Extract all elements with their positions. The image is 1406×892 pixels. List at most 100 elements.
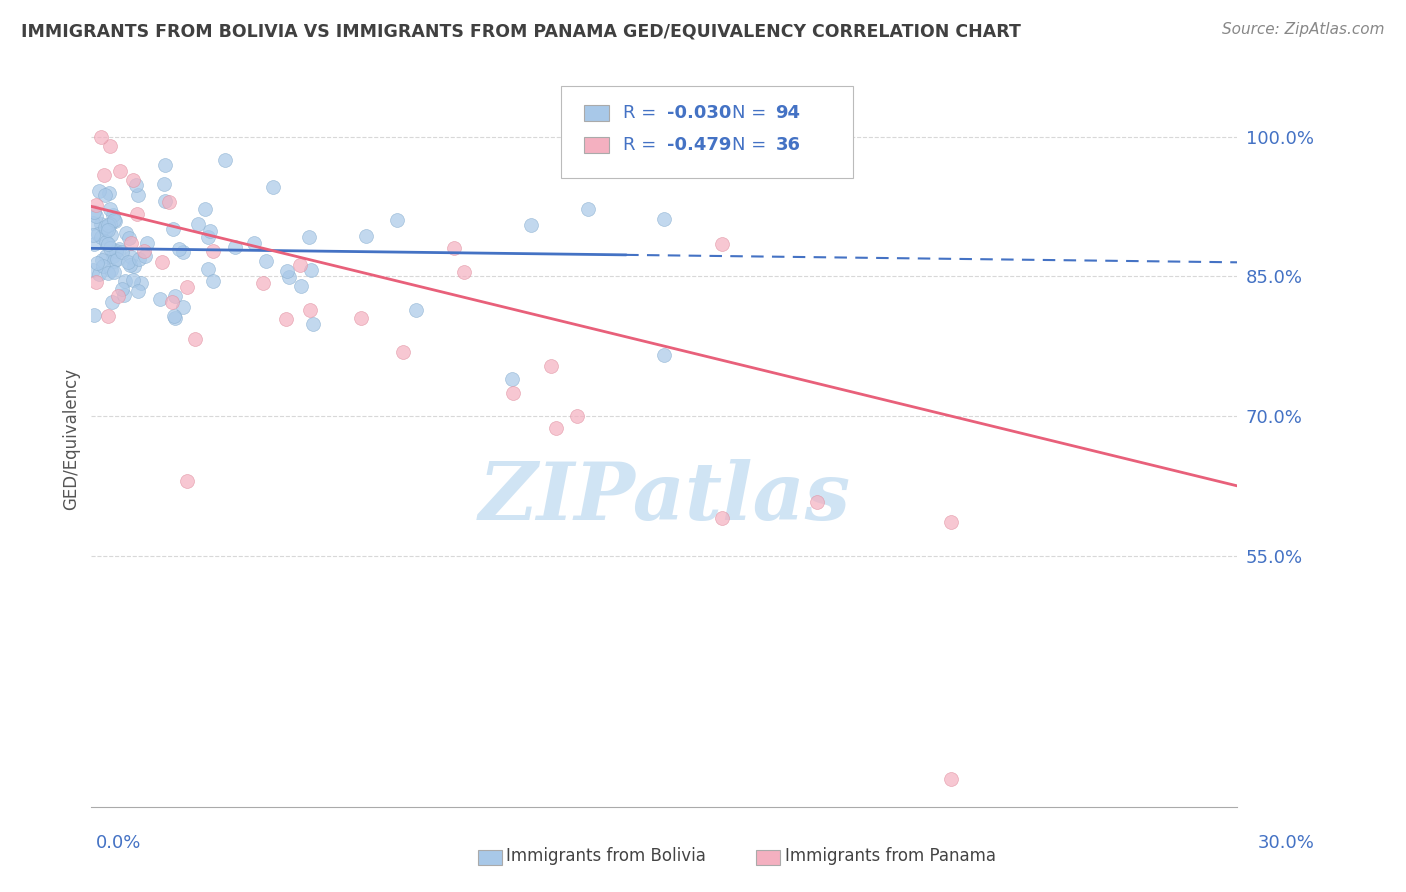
Point (86, 256, 108, 270)
Point (107, 289, 129, 303)
Point (243, 235, 266, 250)
Point (519, 219, 541, 233)
Point (197, 262, 219, 277)
Point (90, 252, 112, 267)
Point (176, 474, 198, 488)
Point (122, 260, 145, 274)
Text: -0.479: -0.479 (666, 136, 731, 154)
Point (152, 177, 174, 191)
Point (125, 207, 148, 221)
Point (111, 244, 134, 259)
Text: 94: 94 (776, 104, 800, 122)
Point (98, 202, 121, 217)
Text: 36: 36 (776, 136, 800, 154)
Point (350, 310, 373, 325)
Point (120, 258, 142, 272)
Text: 0.0%: 0.0% (96, 834, 141, 852)
Point (87, 185, 110, 199)
Point (104, 214, 127, 228)
Point (252, 276, 274, 290)
Point (392, 344, 415, 359)
Point (443, 241, 465, 255)
Point (103, 212, 125, 227)
Point (198, 224, 221, 238)
Point (149, 292, 172, 306)
Point (176, 280, 198, 294)
Point (103, 254, 125, 268)
Point (165, 310, 187, 325)
Point (101, 295, 124, 310)
Point (453, 265, 475, 279)
Point (939, 772, 962, 787)
Point (197, 230, 219, 244)
Point (162, 309, 184, 323)
Point (122, 172, 145, 186)
Text: Immigrants from Panama: Immigrants from Panama (785, 847, 995, 865)
Point (299, 263, 322, 277)
Point (187, 217, 209, 231)
Point (165, 289, 187, 303)
Point (153, 194, 176, 208)
Point (114, 274, 136, 288)
Text: Source: ZipAtlas.com: Source: ZipAtlas.com (1222, 22, 1385, 37)
Point (153, 158, 176, 172)
Point (100, 139, 122, 153)
Point (112, 287, 135, 301)
Point (385, 213, 408, 227)
Point (82, 263, 104, 277)
Point (89, 267, 111, 281)
Point (86, 275, 108, 289)
Point (172, 245, 194, 260)
Point (98, 241, 121, 255)
Y-axis label: GED/Equivalency: GED/Equivalency (62, 368, 80, 510)
Point (83, 308, 105, 322)
Point (939, 515, 962, 529)
Point (134, 249, 156, 263)
Text: ZIPatlas: ZIPatlas (478, 459, 851, 537)
Point (299, 303, 322, 318)
Point (120, 250, 142, 264)
Point (90, 230, 112, 244)
Point (84, 198, 107, 212)
Point (97, 236, 120, 251)
Point (136, 236, 159, 251)
Point (214, 153, 236, 167)
Point (84, 209, 107, 223)
Point (128, 252, 150, 267)
Point (356, 229, 378, 244)
Point (544, 421, 567, 435)
Text: R =: R = (623, 136, 662, 154)
Point (97, 223, 120, 237)
Point (157, 194, 180, 209)
Text: N =: N = (733, 136, 772, 154)
Text: Immigrants from Bolivia: Immigrants from Bolivia (506, 847, 706, 865)
Bar (583, 136, 609, 153)
Point (91, 259, 114, 273)
Point (98, 217, 121, 231)
Point (129, 277, 152, 291)
Point (98, 186, 121, 200)
Point (652, 349, 675, 363)
Point (405, 303, 427, 318)
Point (100, 262, 122, 277)
Point (111, 282, 134, 296)
Text: IMMIGRANTS FROM BOLIVIA VS IMMIGRANTS FROM PANAMA GED/EQUIVALENCY CORRELATION CH: IMMIGRANTS FROM BOLIVIA VS IMMIGRANTS FR… (21, 22, 1021, 40)
Point (82, 227, 104, 242)
Point (162, 222, 184, 236)
Point (117, 255, 139, 269)
Point (540, 359, 562, 373)
Point (652, 211, 675, 226)
Point (298, 230, 321, 244)
Text: 30.0%: 30.0% (1258, 834, 1315, 852)
Point (83, 205, 105, 219)
Point (565, 409, 588, 424)
Point (277, 270, 299, 285)
Point (710, 236, 733, 251)
Point (167, 242, 190, 256)
Point (115, 227, 138, 241)
Point (103, 264, 125, 278)
Point (97, 266, 120, 280)
Point (121, 273, 143, 287)
FancyBboxPatch shape (561, 87, 853, 178)
Point (93, 220, 115, 235)
